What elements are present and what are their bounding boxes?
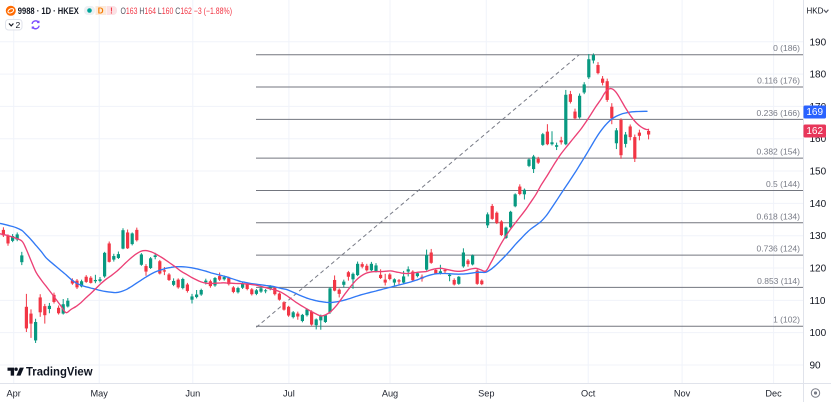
- svg-text:100: 100: [810, 328, 827, 339]
- svg-text:162: 162: [806, 126, 823, 137]
- svg-text:150: 150: [810, 167, 827, 178]
- svg-text:0.853 (114): 0.853 (114): [757, 276, 800, 286]
- svg-text:D: D: [98, 7, 104, 16]
- svg-text:0.116 (176): 0.116 (176): [757, 76, 800, 86]
- svg-text:160: 160: [810, 134, 827, 145]
- svg-text:90: 90: [810, 360, 822, 371]
- svg-text:0.618 (134): 0.618 (134): [757, 211, 801, 221]
- svg-text:180: 180: [810, 70, 827, 81]
- svg-text:120: 120: [810, 264, 827, 275]
- svg-text:Jun: Jun: [185, 388, 200, 398]
- svg-text:140: 140: [810, 199, 827, 210]
- svg-text:Oct: Oct: [581, 388, 596, 398]
- svg-text:!: !: [110, 7, 113, 16]
- svg-text:2: 2: [16, 20, 21, 30]
- svg-text:HKD: HKD: [807, 7, 824, 16]
- svg-text:169: 169: [806, 107, 823, 118]
- svg-text:TradingView: TradingView: [26, 367, 93, 379]
- svg-text:Jul: Jul: [283, 388, 295, 398]
- svg-text:190: 190: [810, 37, 827, 48]
- svg-text:Aug: Aug: [382, 388, 398, 398]
- svg-text:1 (102): 1 (102): [773, 315, 800, 325]
- svg-text:0.5 (144): 0.5 (144): [766, 179, 800, 189]
- svg-text:Apr: Apr: [7, 388, 21, 398]
- svg-text:May: May: [91, 388, 109, 398]
- svg-text:Sep: Sep: [478, 388, 494, 398]
- svg-text:110: 110: [810, 296, 826, 307]
- svg-text:0.382 (154): 0.382 (154): [757, 147, 801, 157]
- svg-text:9988 · 1D · HKEX: 9988 · 1D · HKEX: [18, 6, 80, 17]
- svg-text:130: 130: [810, 231, 827, 242]
- svg-text:O163 H164 L160 C162 −3 (−1.88%: O163 H164 L160 C162 −3 (−1.88%): [121, 6, 233, 16]
- svg-text:0.736 (124): 0.736 (124): [757, 244, 801, 254]
- svg-text:Nov: Nov: [674, 388, 691, 398]
- svg-text:0 (186): 0 (186): [773, 43, 800, 53]
- svg-text:0.236 (166): 0.236 (166): [757, 108, 801, 118]
- svg-text:Dec: Dec: [765, 388, 782, 398]
